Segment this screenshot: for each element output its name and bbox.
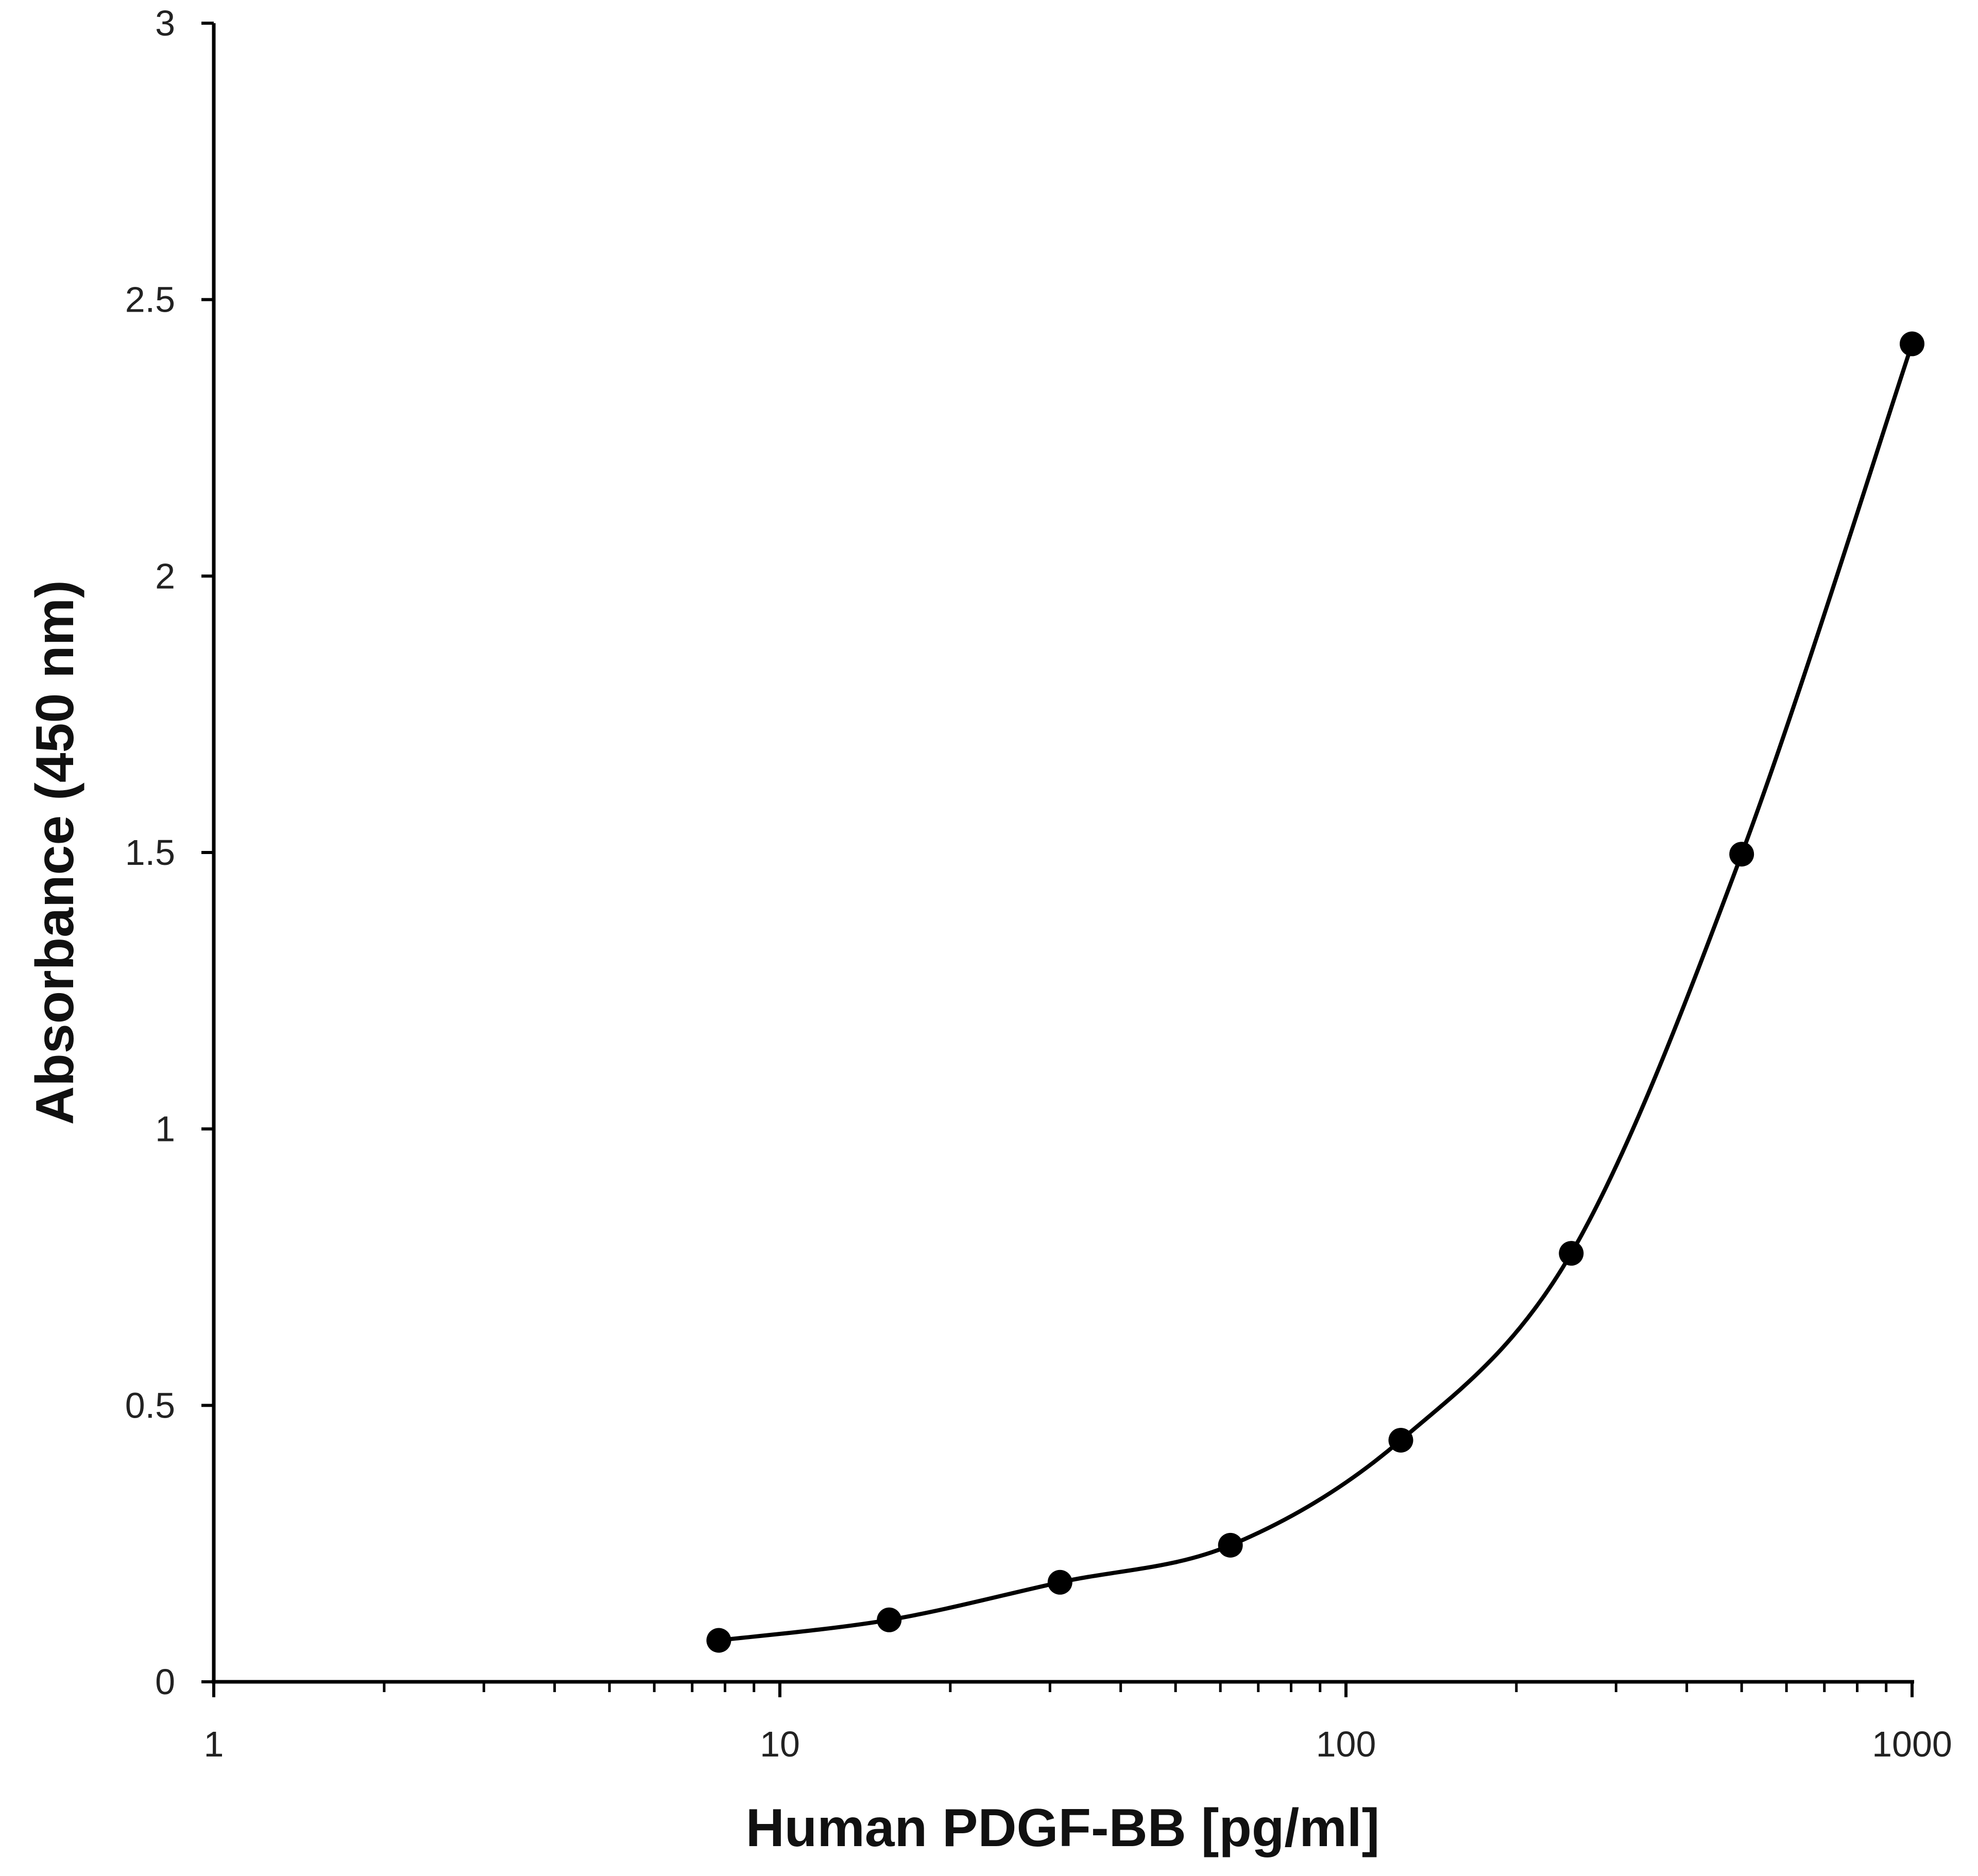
axes <box>212 23 1914 1684</box>
x-tick-label: 100 <box>1316 1724 1376 1764</box>
ticks <box>201 22 1914 1697</box>
data-point <box>706 1628 731 1653</box>
y-tick-label: 2 <box>155 556 175 596</box>
series-line <box>717 342 1914 1643</box>
y-tick-label: 1.5 <box>125 832 175 873</box>
y-axis-title: Absorbance (450 nm) <box>25 580 85 1125</box>
tick-labels: 0 0.5 1 1.5 2 2.5 3 1 10 100 1000 <box>125 3 1952 1764</box>
x-tick-label: 1000 <box>1872 1724 1952 1764</box>
y-tick-label: 0.5 <box>125 1385 175 1425</box>
data-point <box>1388 1427 1413 1453</box>
x-axis-title: Human PDGF-BB [pg/ml] <box>746 1798 1380 1858</box>
data-point <box>1559 1241 1584 1266</box>
data-point <box>1218 1532 1243 1558</box>
y-tick-label: 1 <box>155 1109 175 1149</box>
y-tick-label: 2.5 <box>125 280 175 320</box>
x-tick-label: 1 <box>204 1724 224 1764</box>
data-point <box>877 1607 902 1632</box>
data-point <box>1047 1570 1072 1595</box>
y-tick-label: 0 <box>155 1662 175 1702</box>
data-point <box>1729 842 1754 867</box>
y-tick-label: 3 <box>155 3 175 43</box>
data-point <box>1900 331 1924 356</box>
series <box>706 331 1924 1653</box>
x-tick-label: 10 <box>760 1724 800 1764</box>
